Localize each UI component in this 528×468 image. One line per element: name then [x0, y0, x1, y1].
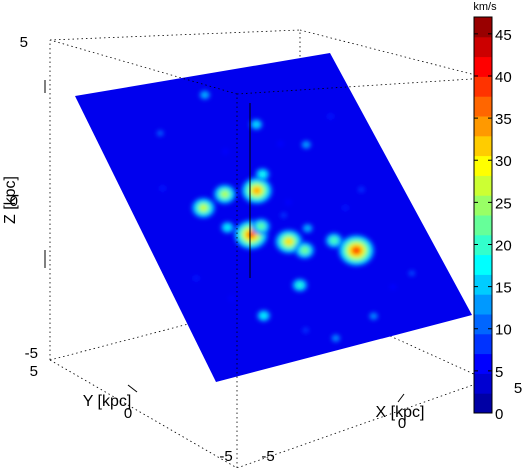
z-axis-label: Z [kpc]	[2, 176, 19, 224]
tick-mark	[127, 384, 138, 393]
x-tick-label: -5	[261, 448, 274, 465]
colorbar-frame	[473, 16, 493, 414]
y-tick-label: -5	[219, 448, 232, 465]
y-tick-label: 0	[124, 405, 132, 422]
z-tick-label: 0	[10, 193, 18, 210]
velocity-blob	[257, 223, 265, 230]
colorbar-band	[474, 254, 492, 275]
colorbar-tick-label: 10	[495, 322, 512, 339]
colorbar-tick-label: 30	[495, 153, 512, 170]
velocity-blob	[302, 327, 310, 334]
colorbar-band	[474, 36, 492, 58]
colorbar-band	[474, 76, 492, 97]
colorbar-band	[474, 195, 492, 216]
velocity-blob	[330, 237, 338, 244]
colorbar-tick-label: 20	[495, 237, 512, 254]
colorbar-tick-label: 40	[495, 69, 512, 86]
velocity-blob	[304, 225, 311, 232]
velocity-blob	[296, 282, 304, 289]
velocity-blob	[252, 121, 260, 128]
box-edge	[49, 29, 301, 41]
velocity-blob	[159, 185, 167, 192]
z-tick-label: 5	[20, 34, 28, 51]
colorbar-band	[474, 333, 492, 355]
velocity-blob	[222, 148, 229, 155]
velocity-blob	[277, 140, 284, 147]
velocity-blob	[389, 284, 397, 290]
x-tick-label: 0	[398, 415, 406, 432]
velocity-blob	[332, 335, 340, 342]
colorbar: 0 5 10 15 20 25 30 35 40 45	[473, 16, 512, 423]
velocity-blob	[284, 199, 292, 206]
box-edge	[299, 294, 488, 381]
y-axis-label: Y [kpc]	[83, 393, 132, 410]
axes-box-front	[49, 39, 488, 468]
colorbar-band	[474, 17, 492, 38]
box-edge	[299, 29, 488, 79]
tick-mark	[397, 393, 405, 403]
colorbar-band	[474, 96, 492, 117]
velocity-blob	[260, 312, 268, 319]
colorbar-tick-label: 45	[495, 27, 512, 44]
velocity-blob	[408, 270, 416, 277]
z-tick-label: -5	[25, 345, 38, 362]
colorbar-tick-label: 5	[495, 364, 503, 381]
colorbar-band	[474, 314, 492, 335]
colorbar-band	[474, 393, 492, 414]
velocity-blob	[253, 187, 261, 194]
colorbar-band	[474, 135, 492, 157]
colorbar-band	[474, 353, 492, 374]
colorbar-tick-label: 0	[495, 406, 503, 423]
velocity-blob	[201, 92, 209, 98]
colorbar-band	[474, 116, 492, 137]
velocity-blob	[327, 113, 334, 120]
plane-surface	[75, 53, 472, 382]
velocity-plane	[75, 53, 472, 382]
colorbar-unit: km/s	[473, 1, 497, 13]
velocity-blob	[228, 295, 236, 302]
velocity-blob	[156, 130, 164, 137]
colorbar-band	[474, 215, 492, 236]
colorbar-tick-label: 35	[495, 111, 512, 128]
axis-ticks: 50-550-5 -505	[10, 34, 523, 465]
y-tick-label: 5	[30, 363, 38, 380]
colorbar-band	[474, 56, 492, 77]
box-edge	[49, 359, 238, 468]
velocity-blob	[357, 186, 365, 193]
velocity-blob	[192, 275, 200, 282]
colorbar-band	[474, 373, 492, 394]
colorbar-band	[474, 274, 492, 295]
x-tick-label: 5	[514, 380, 522, 397]
velocity-blob	[247, 231, 255, 238]
box-edge	[49, 39, 238, 95]
colorbar-band	[474, 175, 492, 196]
colorbar-band	[474, 234, 492, 256]
velocity-blob	[370, 313, 377, 320]
velocity-blob	[285, 238, 293, 245]
velocity-blob	[353, 247, 360, 254]
colorbar-band	[474, 294, 492, 315]
box-edge	[236, 77, 488, 95]
colorbar-band	[474, 155, 492, 176]
colorbar-tick-label: 15	[495, 280, 512, 297]
box-edge	[236, 379, 488, 468]
colorbar-tick-label: 25	[495, 195, 512, 212]
velocity-blob	[224, 224, 231, 231]
velocity-blob	[200, 204, 207, 211]
velocity-blob	[280, 212, 288, 219]
velocity-blob	[302, 141, 310, 148]
velocity-blob	[259, 171, 266, 178]
velocity-blob	[221, 191, 229, 198]
x-axis-label: X [kpc]	[376, 404, 425, 421]
velocity-features	[156, 90, 416, 343]
velocity-blob	[342, 204, 349, 211]
velocity-blob	[301, 247, 309, 254]
